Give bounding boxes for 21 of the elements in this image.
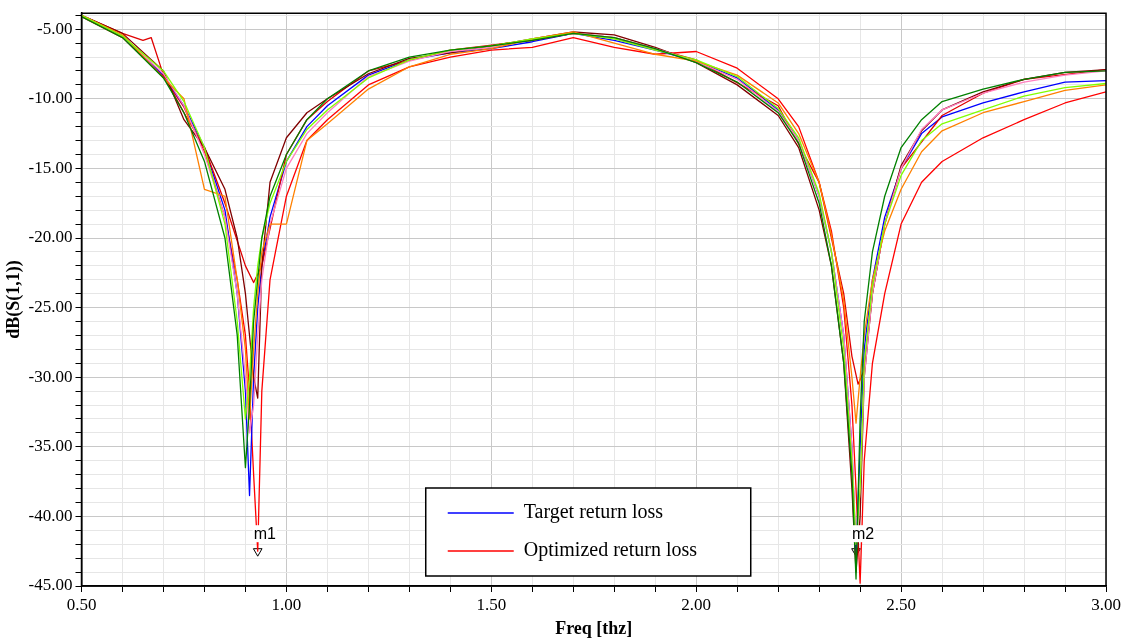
x-tick-label: 2.50	[886, 594, 916, 614]
x-tick-label: 2.00	[681, 594, 712, 614]
y-tick-label: -10.00	[28, 88, 73, 108]
x-axis-title: Freq [thz]	[555, 617, 633, 638]
y-tick-label: -40.00	[28, 505, 73, 525]
annotation: m2	[852, 524, 875, 542]
annotation: m1	[253, 524, 277, 542]
y-tick-label: -20.00	[28, 227, 73, 247]
x-tick-label: 1.00	[271, 594, 302, 614]
legend-label: Target return loss	[523, 500, 664, 524]
x-tick-label: 1.50	[476, 594, 507, 614]
y-axis-title: dB(S(1,1))	[3, 260, 25, 339]
y-tick-label: -25.00	[28, 297, 73, 317]
x-tick-label: 0.50	[66, 594, 97, 614]
y-tick-label: -35.00	[28, 436, 73, 456]
y-tick-label: -15.00	[28, 157, 73, 177]
y-tick-label: -5.00	[37, 18, 73, 38]
y-tick-label: -45.00	[28, 575, 73, 595]
legend-label: Optimized return loss	[523, 538, 698, 562]
x-tick-label: 3.00	[1091, 594, 1121, 614]
y-tick-label: -30.00	[28, 366, 73, 386]
